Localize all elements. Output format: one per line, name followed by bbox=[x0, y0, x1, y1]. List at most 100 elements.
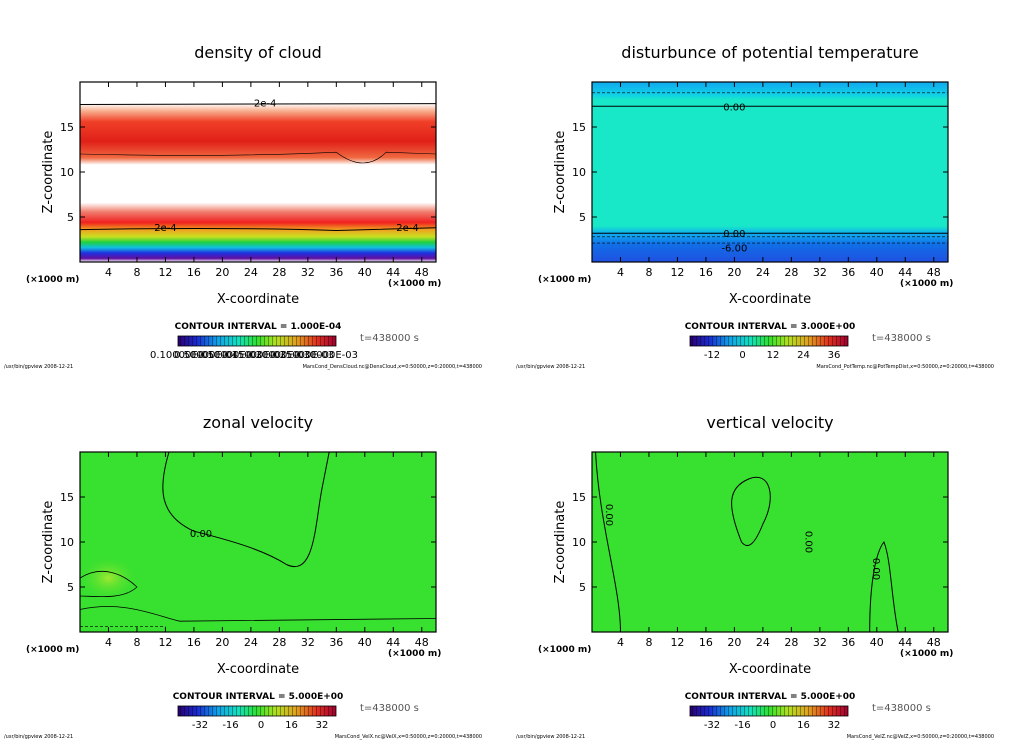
contour-label: 2e-4 bbox=[154, 223, 177, 234]
contour-label: 0.00 bbox=[190, 529, 212, 540]
colorbar-bands bbox=[690, 336, 848, 346]
x-unit-right: (×1000 m) bbox=[900, 649, 953, 659]
contour-interval: CONTOUR INTERVAL = 5.000E+00 bbox=[685, 692, 856, 702]
colorbar-tick-label: 0 bbox=[770, 720, 776, 731]
x-tick-label: 20 bbox=[215, 266, 229, 279]
colorbar-tick-label: 16 bbox=[797, 720, 810, 731]
colorbar-frame bbox=[689, 705, 849, 717]
contour-label: -6.00 bbox=[721, 244, 747, 255]
x-tick-label: 40 bbox=[358, 636, 372, 649]
contour-line bbox=[595, 451, 621, 633]
colorbar-tick-label: 0 bbox=[739, 350, 745, 361]
plot-area bbox=[80, 452, 436, 632]
x-tick-label: 8 bbox=[645, 636, 652, 649]
contour-line bbox=[79, 103, 437, 105]
time-label: t=438000 s bbox=[872, 703, 931, 714]
y-tick-label: 5 bbox=[579, 211, 586, 224]
x-tick-label: 16 bbox=[699, 636, 713, 649]
time-label: t=438000 s bbox=[872, 333, 931, 344]
x-tick-label: 28 bbox=[784, 266, 798, 279]
footer-right: MarsCond_VelX.nc@VelX,x=0:50000,z=0:2000… bbox=[335, 734, 482, 740]
panel-title: disturbunce of potential temperature bbox=[621, 43, 918, 62]
colorbar-frame bbox=[177, 335, 337, 347]
panel-title: vertical velocity bbox=[706, 413, 833, 432]
contour-line bbox=[79, 227, 437, 232]
y-tick-label: 15 bbox=[60, 121, 74, 134]
y-axis-title: Z-coordinate bbox=[553, 131, 568, 214]
plot-area bbox=[592, 82, 948, 262]
x-tick-label: 12 bbox=[670, 636, 684, 649]
footer-left: /usr/bin/gpview 2008-12-21 bbox=[516, 734, 585, 740]
x-tick-label: 36 bbox=[841, 636, 855, 649]
colorbar-tick-label: 0.25000E-03 bbox=[270, 350, 334, 361]
x-tick-label: 16 bbox=[699, 266, 713, 279]
x-tick-label: 48 bbox=[415, 636, 429, 649]
x-tick-label: 44 bbox=[898, 266, 912, 279]
colorbar-tick-label: 0.10000E-03 bbox=[198, 350, 262, 361]
x-tick-label: 48 bbox=[415, 266, 429, 279]
x-tick-label: 4 bbox=[617, 636, 624, 649]
x-tick-label: 28 bbox=[272, 266, 286, 279]
x-tick-label: 40 bbox=[870, 636, 884, 649]
contour-line bbox=[869, 541, 899, 633]
x-axis-title: X-coordinate bbox=[217, 662, 299, 677]
contour-label: 0.00 bbox=[723, 102, 745, 113]
x-tick-label: 20 bbox=[727, 636, 741, 649]
colorbar-bands bbox=[690, 706, 848, 716]
x-tick-label: 44 bbox=[898, 636, 912, 649]
footer-right: MarsCond_DensCloud.nc@DensCloud,x=0:5000… bbox=[303, 364, 482, 370]
x-tick-label: 12 bbox=[670, 266, 684, 279]
panel-title: zonal velocity bbox=[203, 413, 313, 432]
x-tick-label: 32 bbox=[813, 266, 827, 279]
contour-interval: CONTOUR INTERVAL = 5.000E+00 bbox=[173, 692, 344, 702]
contour-line bbox=[79, 570, 138, 598]
x-tick-label: 40 bbox=[870, 266, 884, 279]
plot-area bbox=[592, 452, 948, 632]
y-tick-label: 15 bbox=[572, 491, 586, 504]
colorbar-bands bbox=[178, 706, 336, 716]
time-label: t=438000 s bbox=[360, 333, 419, 344]
x-tick-label: 20 bbox=[727, 266, 741, 279]
x-unit-right: (×1000 m) bbox=[388, 649, 441, 659]
x-tick-label: 28 bbox=[272, 636, 286, 649]
x-tick-label: 40 bbox=[358, 266, 372, 279]
x-tick-label: 32 bbox=[813, 636, 827, 649]
x-tick-label: 44 bbox=[386, 266, 400, 279]
plot-area bbox=[80, 82, 436, 262]
contour-label: 0.00 bbox=[870, 558, 881, 580]
colorbar-bands bbox=[178, 336, 336, 346]
x-tick-label: 28 bbox=[784, 636, 798, 649]
y-axis-title: Z-coordinate bbox=[41, 501, 56, 584]
colorbar-tick-label: -12 bbox=[704, 350, 720, 361]
x-axis-title: X-coordinate bbox=[217, 292, 299, 307]
y-tick-label: 10 bbox=[572, 536, 586, 549]
contour-label: 2e-4 bbox=[254, 99, 277, 110]
colorbar-tick-label: -32 bbox=[192, 720, 208, 731]
footer-left: /usr/bin/gpview 2008-12-21 bbox=[4, 364, 73, 370]
x-tick-label: 36 bbox=[841, 266, 855, 279]
x-tick-label: 4 bbox=[105, 636, 112, 649]
contour-label: 0.00 bbox=[803, 531, 814, 553]
y-tick-label: 5 bbox=[67, 581, 74, 594]
colorbar-tick-label: 16 bbox=[285, 720, 298, 731]
colorbar-tick-label: 32 bbox=[828, 720, 841, 731]
colorbar-tick-label: 0.50000E-04 bbox=[174, 350, 238, 361]
x-unit-left: (×1000 m) bbox=[538, 645, 591, 655]
x-tick-label: 24 bbox=[244, 636, 258, 649]
x-tick-label: 8 bbox=[645, 266, 652, 279]
colorbar-tick-label: 32 bbox=[316, 720, 329, 731]
y-tick-label: 10 bbox=[572, 166, 586, 179]
x-tick-label: 36 bbox=[329, 266, 343, 279]
panel-title: density of cloud bbox=[194, 43, 322, 62]
colorbar-frame bbox=[689, 335, 849, 347]
colorbar-frame bbox=[177, 705, 337, 717]
x-tick-label: 20 bbox=[215, 636, 229, 649]
x-tick-label: 36 bbox=[329, 636, 343, 649]
panel-2: disturbunce of potential temperature 0.00… bbox=[516, 43, 994, 370]
x-tick-label: 8 bbox=[133, 636, 140, 649]
field-highlight bbox=[78, 556, 139, 600]
footer-right: MarsCond_VelZ.nc@VelZ,x=0:50000,z=0:2000… bbox=[847, 734, 994, 740]
